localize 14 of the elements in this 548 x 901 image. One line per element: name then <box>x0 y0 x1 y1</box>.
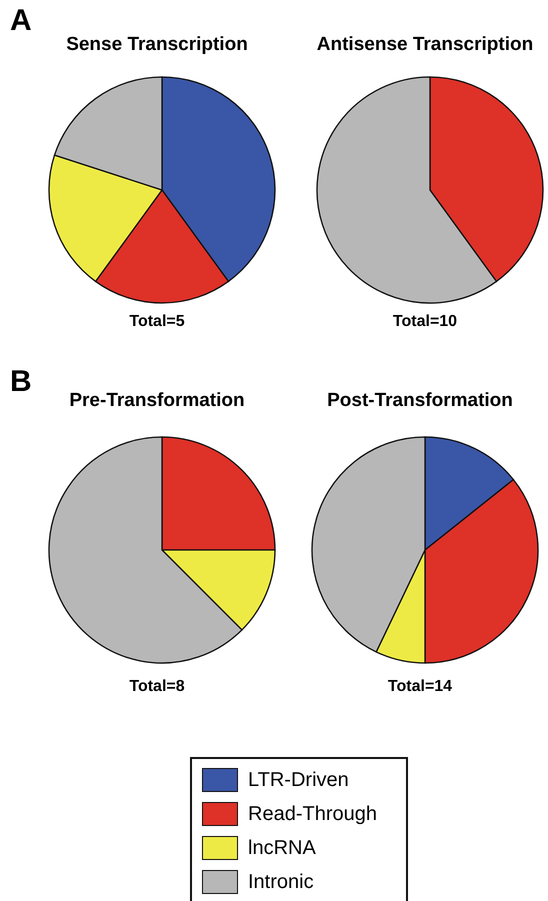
text: Total=8 <box>128 678 186 696</box>
text: Total=14 <box>386 678 454 696</box>
legend-label: lncRNA <box>248 836 316 860</box>
chart-title: Pre-Transformation <box>69 390 245 411</box>
chart-title: Post-Transformation <box>326 390 514 413</box>
text: Total=10 <box>392 313 458 331</box>
text: Total=5 <box>128 313 186 331</box>
legend-label: LTR-Driven <box>248 768 349 792</box>
chart-title: Sense Transcription <box>66 34 248 55</box>
legend-label: Read-Through <box>248 802 377 826</box>
text: B <box>10 365 32 399</box>
text: A <box>10 4 32 38</box>
legend-label: Intronic <box>248 870 314 894</box>
chart-title: Antisense Transcription <box>316 34 534 57</box>
